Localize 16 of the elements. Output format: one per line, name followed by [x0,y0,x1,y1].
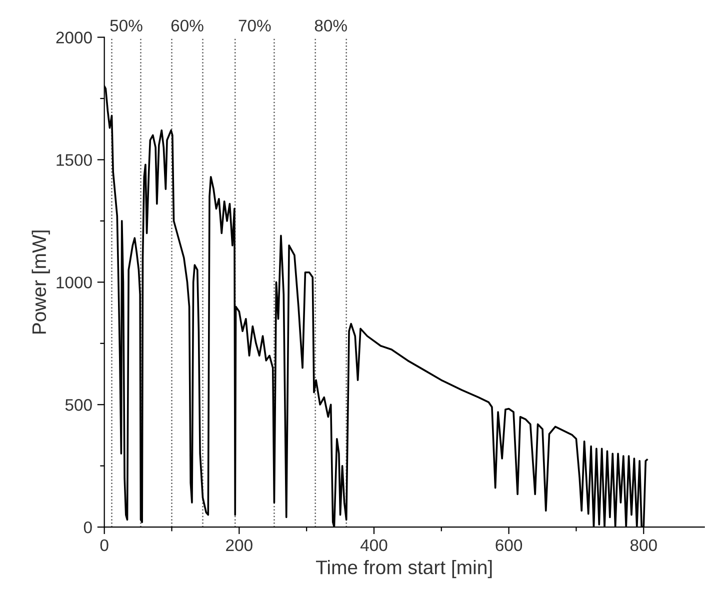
text: 70% [238,20,271,32]
x-tick-label: 800 [630,539,657,552]
x-tick-label: 600 [496,539,522,552]
y-tick-label: 1000 [56,276,92,288]
x-tick-label: 0 [100,539,108,552]
y-tick-label: 0 [84,521,92,534]
text: 60% [171,20,204,32]
y-tick-label: 1500 [56,154,92,166]
x-tick-label: 400 [360,539,388,552]
x-tick-label: 200 [226,539,252,552]
y-axis-title: Power [mW] [32,230,50,334]
x-axis-title: Time from start [min] [316,560,492,578]
y-tick-label: 2000 [56,32,92,44]
text: 50% [110,20,142,32]
text: 80% [314,20,347,32]
y-tick-label: 500 [65,399,92,411]
